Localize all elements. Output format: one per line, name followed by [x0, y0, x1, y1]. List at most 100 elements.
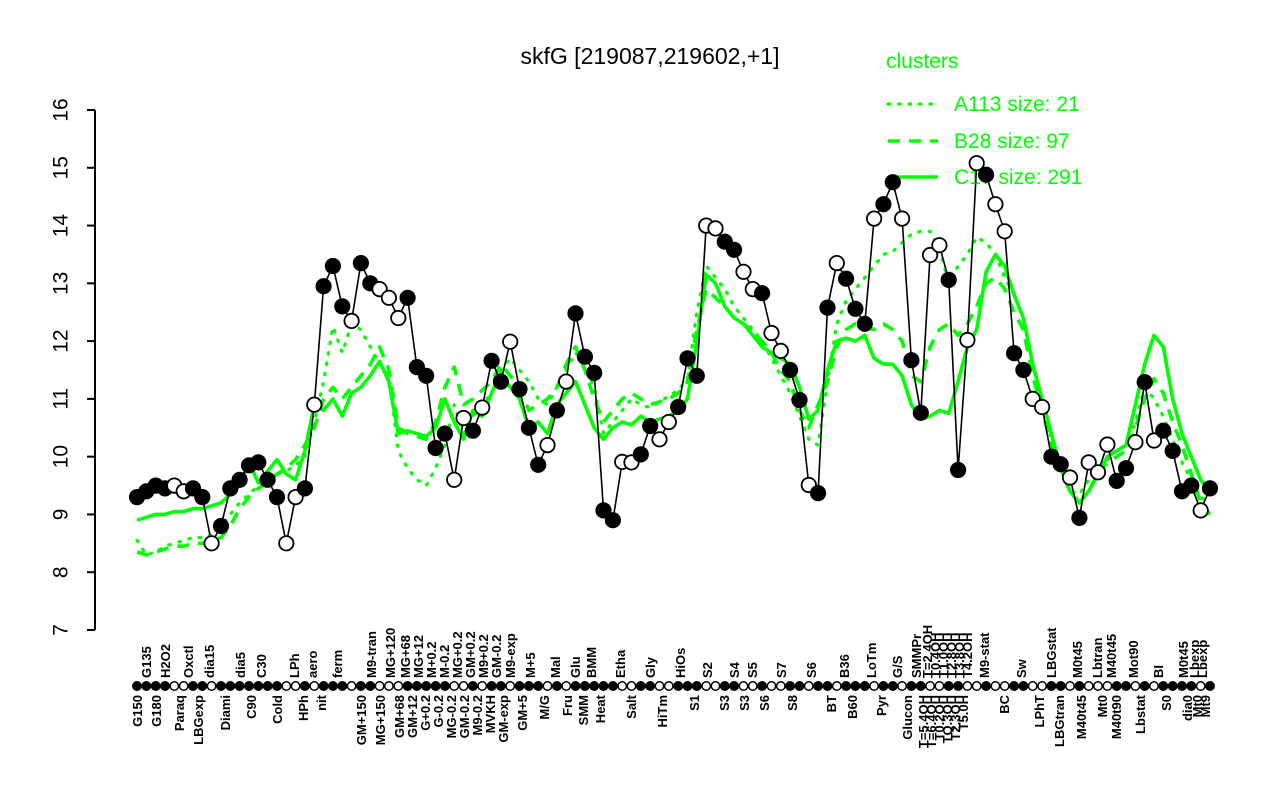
rug-point	[253, 681, 264, 691]
y-tick-label-12: 12	[49, 329, 72, 352]
rug-point	[691, 681, 702, 691]
condition-label-G+0.2: G+0.2	[418, 695, 433, 731]
rug-point	[850, 681, 861, 691]
condition-label-Gly: Gly	[643, 656, 658, 678]
condition-label-T=2.4OH: T=2.4OH	[920, 625, 935, 678]
data-point-filled	[427, 439, 444, 457]
data-point-filled	[670, 398, 687, 416]
data-point-filled	[231, 471, 248, 488]
condition-label-G135: G135	[139, 646, 154, 678]
rug-point	[439, 681, 450, 691]
rug-point	[962, 681, 973, 691]
condition-label-ferm: ferm	[330, 650, 345, 678]
condition-label-MG+12: MG+12	[411, 635, 426, 678]
condition-label-Glu: Glu	[568, 656, 583, 678]
condition-label-M9-tran: M9-tran	[364, 631, 379, 678]
rug-point	[393, 681, 404, 691]
data-point-open	[1080, 454, 1097, 471]
rug-point	[262, 681, 273, 691]
condition-label-S0: S0	[1159, 695, 1174, 711]
rug-point	[1037, 681, 1048, 691]
data-point-filled	[418, 367, 435, 384]
data-point-filled	[642, 417, 659, 435]
data-point-open	[735, 263, 752, 280]
condition-label-MG-0.2: MG-0.2	[444, 695, 459, 738]
rug-point	[1158, 681, 1169, 691]
rug-point	[1027, 681, 1038, 691]
data-point-filled	[1201, 480, 1219, 497]
data-point-filled	[604, 512, 622, 529]
rug-point	[421, 681, 432, 691]
data-point-filled	[781, 361, 799, 379]
cluster-line-A113	[135, 229, 1212, 557]
rug-point	[514, 681, 525, 691]
data-point-filled	[483, 352, 500, 369]
data-point-filled	[324, 257, 341, 275]
data-point-filled	[903, 352, 920, 369]
rug-point	[542, 681, 553, 691]
rug-point	[822, 681, 833, 691]
rug-point	[430, 681, 441, 691]
rug-point	[663, 681, 674, 691]
y-tick-label-15: 15	[49, 156, 72, 179]
condition-label-M40t45: M40t45	[1104, 634, 1119, 678]
data-point-filled	[595, 502, 612, 519]
data-point-open	[390, 309, 407, 327]
rug-point	[785, 681, 796, 691]
data-point-filled	[268, 488, 286, 506]
condition-label-GM+0.2: GM+0.2	[463, 631, 478, 678]
rug-point	[141, 681, 152, 691]
rug-point	[318, 681, 329, 691]
condition-label-T0.4OH: T0.4OH	[928, 632, 943, 678]
data-point-filled	[753, 285, 771, 302]
rug-point	[299, 681, 310, 691]
rug-point	[272, 681, 282, 691]
condition-label-S3: S3	[737, 695, 752, 711]
data-point-filled	[250, 454, 267, 471]
condition-label-M+5: M+5	[523, 652, 538, 678]
rug-point	[1083, 681, 1094, 691]
data-point-open	[651, 431, 668, 448]
rug-point	[1149, 681, 1159, 691]
condition-label-S7: S7	[774, 662, 789, 678]
data-point-open	[968, 155, 985, 172]
rug-point	[160, 681, 170, 691]
condition-label-T=5.4OH: T=5.4OH	[916, 695, 931, 748]
data-point-filled	[856, 315, 873, 332]
condition-label-G180: G180	[149, 695, 164, 727]
condition-label-BI: BI	[1151, 665, 1166, 678]
data-point-open	[278, 535, 295, 552]
rug-point	[710, 681, 721, 691]
rug-point	[635, 681, 646, 691]
condition-label-GM+150: GM+150	[354, 695, 369, 745]
condition-label-TQ.3OH: TQ.3OH	[940, 695, 955, 743]
rug-point	[197, 681, 208, 691]
condition-label-M9-0.2: M9-0.2	[470, 695, 485, 735]
condition-label-G150: G150	[130, 695, 145, 727]
condition-label-LPhT: LPhT	[1032, 695, 1047, 728]
data-point-filled	[819, 299, 836, 316]
condition-label-Mt0: Mt0	[1190, 695, 1205, 717]
condition-label-GM-0.2: GM-0.2	[489, 635, 504, 678]
data-point-filled	[875, 196, 892, 213]
condition-label-dia15: dia15	[202, 645, 217, 678]
condition-label-S5: S5	[745, 662, 760, 678]
condition-label-G/S: G/S	[890, 655, 905, 678]
rug-point	[1121, 681, 1131, 691]
data-point-filled	[492, 373, 509, 390]
rug-point	[981, 681, 992, 691]
rug-point	[281, 681, 292, 691]
rug-point	[188, 681, 198, 691]
y-tick-label-13: 13	[49, 272, 72, 295]
legend-label-1: B28 size: 97	[954, 130, 1070, 153]
data-point-filled	[1117, 460, 1135, 477]
rug-point	[1195, 681, 1206, 691]
condition-label-S8: S8	[785, 695, 800, 711]
data-point-filled	[884, 174, 901, 191]
condition-label-Lbstat: Lbstat	[1133, 694, 1148, 734]
cluster-lines	[135, 229, 1212, 557]
condition-label-S2: S2	[700, 662, 715, 678]
condition-labels: G150 G135 G180 H2O2 Paraq Oxctl LBGexp dia15 Dia…	[130, 625, 1213, 748]
condition-label-T2.8OH: T2.8OH	[944, 632, 959, 678]
